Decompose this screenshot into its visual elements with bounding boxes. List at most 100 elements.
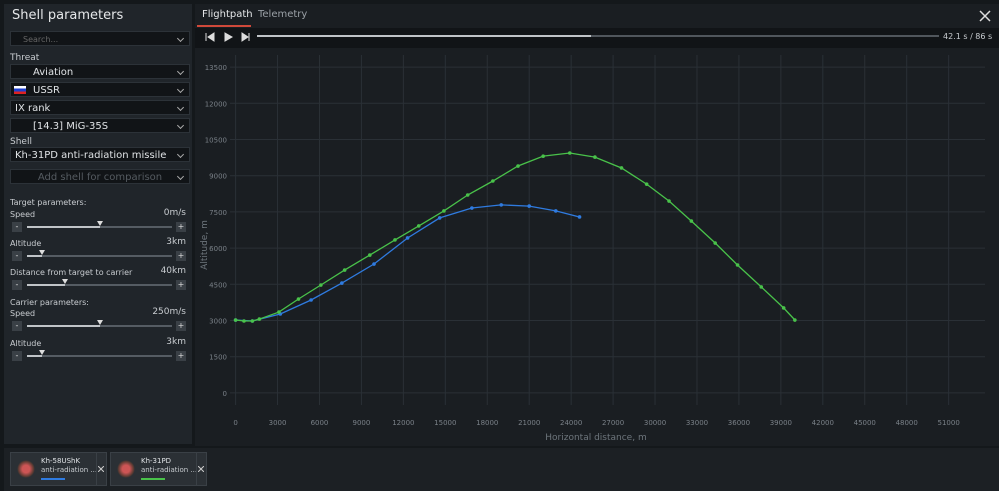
playback-controls[interactable] (205, 32, 253, 44)
x-tick-label: 15000 (434, 419, 456, 427)
slider-track[interactable] (27, 221, 172, 228)
slider-label: Distance from target to carrier (10, 268, 133, 277)
data-point (713, 241, 717, 245)
data-point (372, 262, 376, 266)
y-tick-label: 1500 (209, 354, 227, 362)
section-heading: Carrier parameters: (10, 298, 89, 307)
y-tick-label: 10500 (205, 136, 227, 144)
dropdown[interactable]: Aviation (10, 64, 190, 79)
shell-subtitle: anti-radiation ... (41, 466, 98, 474)
plus-button[interactable]: + (176, 351, 186, 361)
x-tick-label: 27000 (602, 419, 624, 427)
slider-track[interactable] (27, 250, 172, 257)
x-tick-label: 33000 (686, 419, 708, 427)
progress-track[interactable] (257, 35, 939, 37)
data-point (759, 285, 764, 289)
dropdown[interactable]: IX rank (10, 100, 190, 115)
data-point (416, 224, 421, 228)
slider-track[interactable] (27, 320, 172, 327)
slider-track[interactable] (27, 350, 172, 357)
slider-thumb (38, 350, 45, 355)
slider-thumb (38, 250, 45, 255)
y-tick-label: 9000 (209, 173, 227, 181)
slider-fill (27, 355, 42, 357)
series-line (235, 204, 580, 322)
section-heading: Target parameters: (10, 198, 87, 207)
x-tick-label: 24000 (560, 419, 582, 427)
shell-subtitle: anti-radiation ... (141, 466, 198, 474)
slider-thumb (61, 279, 68, 284)
label: Shell (10, 137, 32, 147)
y-axis-title: Altitude, m (200, 220, 210, 270)
data-point (250, 319, 255, 323)
remove-button[interactable] (98, 466, 104, 472)
plus-button[interactable]: + (176, 222, 186, 232)
x-tick-label: 39000 (770, 419, 792, 427)
slider-track[interactable] (27, 279, 172, 286)
tab[interactable]: Flightpath (202, 9, 253, 20)
shell-line-swatch (141, 478, 165, 480)
playback-time: 42.1 s / 86 s (943, 32, 993, 41)
slider-value: 3km (166, 237, 186, 247)
x-tick-label: 51000 (938, 419, 960, 427)
panel-title: Shell parameters (12, 8, 124, 23)
data-point (257, 317, 262, 321)
shell-card[interactable]: Kh-31PD anti-radiation ... (110, 452, 207, 486)
data-point (491, 179, 495, 183)
slider-label: Altitude (10, 339, 42, 348)
add-button[interactable]: Add shell for comparison (10, 169, 190, 184)
search-box[interactable]: Search... (10, 31, 190, 46)
data-point (465, 193, 470, 197)
data-point (319, 283, 323, 287)
close-button[interactable] (979, 10, 991, 22)
minus-button[interactable]: - (12, 251, 22, 261)
dropdown[interactable]: [14.3] MiG-35S (10, 118, 190, 133)
data-point (342, 268, 347, 272)
shell-line-swatch (41, 478, 65, 480)
minus-button[interactable]: - (12, 222, 22, 232)
slider-fill (27, 255, 42, 257)
plus-button[interactable]: + (176, 251, 186, 261)
playback-bar (195, 28, 999, 48)
minus-button[interactable]: - (12, 280, 22, 290)
data-point (516, 164, 520, 168)
plus-button[interactable]: + (176, 321, 186, 331)
y-tick-label: 3000 (209, 318, 227, 326)
x-tick-label: 21000 (518, 419, 540, 427)
x-tick-label: 3000 (269, 419, 287, 427)
slider-fill (27, 284, 65, 286)
x-tick-label: 42000 (812, 419, 834, 427)
shell-icon (17, 460, 35, 478)
data-point (277, 310, 281, 314)
slider-thumb (96, 221, 103, 226)
slider-label: Speed (10, 210, 36, 219)
data-point (593, 155, 597, 159)
minus-button[interactable]: - (12, 321, 22, 331)
plus-button[interactable]: + (176, 280, 186, 290)
shell-card[interactable]: Kh-58UShK anti-radiation ... (10, 452, 107, 486)
data-point (242, 319, 246, 323)
slider-fill (27, 226, 100, 228)
card-divider (196, 453, 197, 485)
slider-fill (27, 325, 100, 327)
y-tick-label: 12000 (205, 100, 227, 108)
data-point (553, 209, 558, 213)
data-point (340, 281, 344, 285)
data-point (735, 263, 740, 267)
tab[interactable]: Telemetry (258, 9, 308, 20)
data-point (541, 154, 545, 158)
y-tick-label: 13500 (205, 64, 227, 72)
dropdown[interactable]: USSR (10, 82, 190, 97)
bottom-bar: Kh-58UShK anti-radiation ... Kh-31PD anti-r… (4, 448, 999, 491)
slider-value: 3km (166, 337, 186, 347)
data-point (793, 318, 797, 322)
dropdown[interactable]: Kh-31PD anti-radiation missile (10, 147, 190, 162)
slider-thumb (96, 320, 103, 325)
remove-button[interactable] (198, 466, 204, 472)
shell-name: Kh-58UShK (41, 457, 81, 465)
data-point (470, 206, 474, 210)
x-tick-label: 30000 (644, 419, 666, 427)
minus-button[interactable]: - (12, 351, 22, 361)
x-tick-label: 36000 (728, 419, 750, 427)
